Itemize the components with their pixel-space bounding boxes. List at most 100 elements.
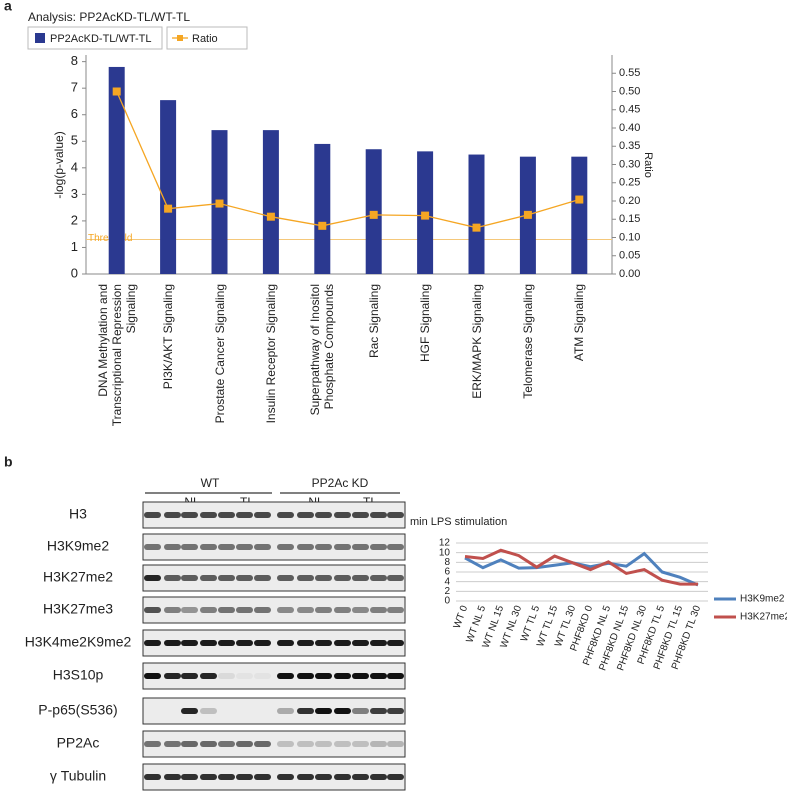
blot-band bbox=[144, 512, 161, 518]
blot-band bbox=[181, 673, 198, 679]
blot-band bbox=[387, 741, 404, 747]
blot-band bbox=[218, 640, 235, 646]
panel-label: a bbox=[4, 0, 12, 14]
blot-band bbox=[315, 640, 332, 646]
ratio-marker bbox=[266, 212, 275, 221]
blot-band bbox=[334, 673, 351, 679]
blot-band bbox=[352, 575, 369, 581]
y2-tick-label: 0.35 bbox=[619, 140, 640, 152]
blot-band bbox=[218, 575, 235, 581]
ratio-marker bbox=[523, 210, 532, 219]
blot-band bbox=[352, 640, 369, 646]
group-label: WT bbox=[201, 476, 220, 490]
blot-label: H3S10p bbox=[53, 667, 104, 683]
ratio-marker bbox=[215, 199, 224, 208]
legend-label: Ratio bbox=[192, 33, 218, 45]
bar bbox=[108, 66, 125, 274]
y-tick-label: 4 bbox=[444, 576, 450, 587]
blot-band bbox=[144, 741, 161, 747]
y2-axis-label: Ratio bbox=[642, 152, 654, 178]
x-tick-label: ERK/MAPK Signaling bbox=[469, 284, 484, 399]
blot-band bbox=[387, 673, 404, 679]
blot-band bbox=[144, 774, 161, 780]
blot-band bbox=[387, 774, 404, 780]
y2-tick-label: 0.55 bbox=[619, 67, 640, 79]
blot-band bbox=[254, 640, 271, 646]
y-tick-label: 2 bbox=[71, 212, 78, 227]
blot-band bbox=[218, 544, 235, 550]
blot-band bbox=[297, 673, 314, 679]
blot-label: H3K27me3 bbox=[43, 601, 113, 617]
ratio-marker bbox=[369, 210, 378, 219]
blot-band bbox=[236, 575, 253, 581]
blot-band bbox=[144, 544, 161, 550]
blot-band bbox=[315, 575, 332, 581]
panel-label: b bbox=[4, 454, 13, 470]
ratio-marker bbox=[318, 221, 327, 230]
blot-band bbox=[236, 544, 253, 550]
blot-band bbox=[181, 607, 198, 613]
blot-band bbox=[297, 607, 314, 613]
y-tick-label: 6 bbox=[444, 567, 450, 578]
bar bbox=[314, 143, 331, 274]
blot-band bbox=[254, 673, 271, 679]
legend-label: H3K27me2 bbox=[740, 612, 787, 623]
blot-band bbox=[218, 741, 235, 747]
bar bbox=[262, 130, 279, 274]
blot-band bbox=[164, 741, 181, 747]
blot-band bbox=[164, 640, 181, 646]
blot-band bbox=[352, 774, 369, 780]
blot-band bbox=[277, 544, 294, 550]
blot-band bbox=[277, 774, 294, 780]
y2-tick-label: 0.45 bbox=[619, 104, 640, 116]
blot-label: γ Tubulin bbox=[50, 768, 106, 784]
blot-band bbox=[352, 673, 369, 679]
legend-swatch bbox=[35, 33, 45, 43]
blot-band bbox=[181, 741, 198, 747]
blot-band bbox=[334, 607, 351, 613]
y2-tick-label: 0.50 bbox=[619, 85, 640, 97]
y-tick-label: 7 bbox=[71, 80, 78, 95]
blot-band bbox=[254, 741, 271, 747]
y-tick-label: 8 bbox=[444, 557, 450, 568]
y-tick-label: 8 bbox=[71, 53, 78, 68]
blot-band bbox=[315, 673, 332, 679]
legend-swatch bbox=[177, 35, 183, 41]
blot-band bbox=[334, 575, 351, 581]
blot-band bbox=[181, 575, 198, 581]
ratio-marker bbox=[164, 204, 173, 213]
blot-band bbox=[387, 640, 404, 646]
y2-tick-label: 0.05 bbox=[619, 250, 640, 262]
blot-band bbox=[200, 774, 217, 780]
blot-frame bbox=[142, 596, 406, 624]
ratio-marker bbox=[575, 195, 584, 204]
blot-band bbox=[218, 774, 235, 780]
blot-band bbox=[297, 640, 314, 646]
blot-band bbox=[236, 673, 253, 679]
blot-band bbox=[181, 640, 198, 646]
blot-band bbox=[370, 607, 387, 613]
ratio-marker bbox=[421, 211, 430, 220]
blot-band bbox=[387, 544, 404, 550]
blot-band bbox=[297, 512, 314, 518]
y-tick-label: 4 bbox=[71, 159, 78, 174]
blot-label: H3K27me2 bbox=[43, 569, 113, 585]
blot-band bbox=[200, 575, 217, 581]
blot-band bbox=[164, 575, 181, 581]
blot-band bbox=[352, 512, 369, 518]
ratio-marker bbox=[112, 87, 121, 96]
blot-band bbox=[144, 607, 161, 613]
blot-band bbox=[200, 741, 217, 747]
y-axis-label: -log(p-value) bbox=[52, 131, 66, 198]
blot-band bbox=[277, 607, 294, 613]
blot-label: H3K9me2 bbox=[47, 538, 109, 554]
blot-band bbox=[144, 640, 161, 646]
blot-band bbox=[370, 774, 387, 780]
y2-tick-label: 0.30 bbox=[619, 158, 640, 170]
blot-band bbox=[236, 607, 253, 613]
blot-band bbox=[236, 512, 253, 518]
blot-band bbox=[334, 640, 351, 646]
blot-band bbox=[370, 512, 387, 518]
